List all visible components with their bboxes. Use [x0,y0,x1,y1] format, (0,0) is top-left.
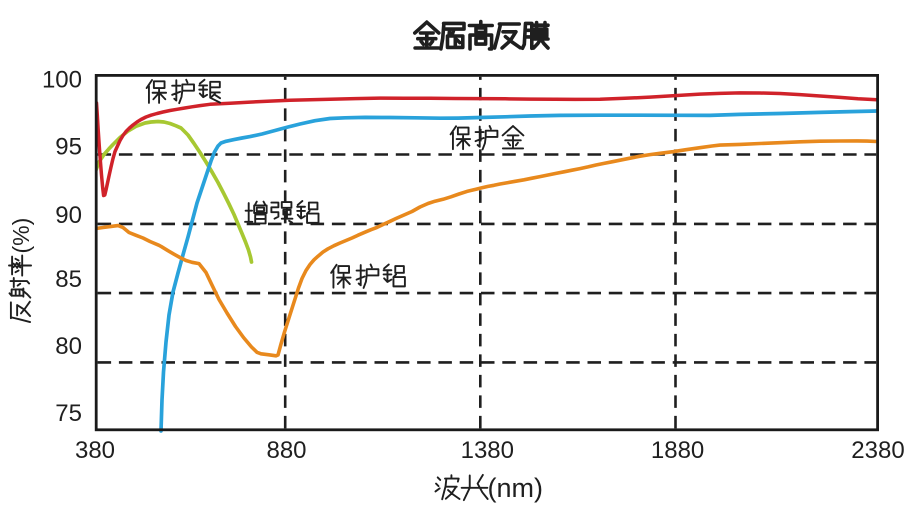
svg-text:100: 100 [42,67,82,94]
svg-text:(nm): (nm) [488,473,544,503]
svg-text:2380: 2380 [851,437,904,464]
svg-text:85: 85 [55,266,82,293]
svg-text:(%): (%) [8,218,34,254]
svg-text:1880: 1880 [651,437,704,464]
svg-text:90: 90 [55,202,82,229]
svg-text:380: 380 [75,437,115,464]
svg-text:1380: 1380 [461,437,514,464]
svg-text:80: 80 [55,333,82,360]
svg-text:95: 95 [55,134,82,161]
svg-text:880: 880 [266,437,306,464]
svg-text:75: 75 [55,400,82,427]
